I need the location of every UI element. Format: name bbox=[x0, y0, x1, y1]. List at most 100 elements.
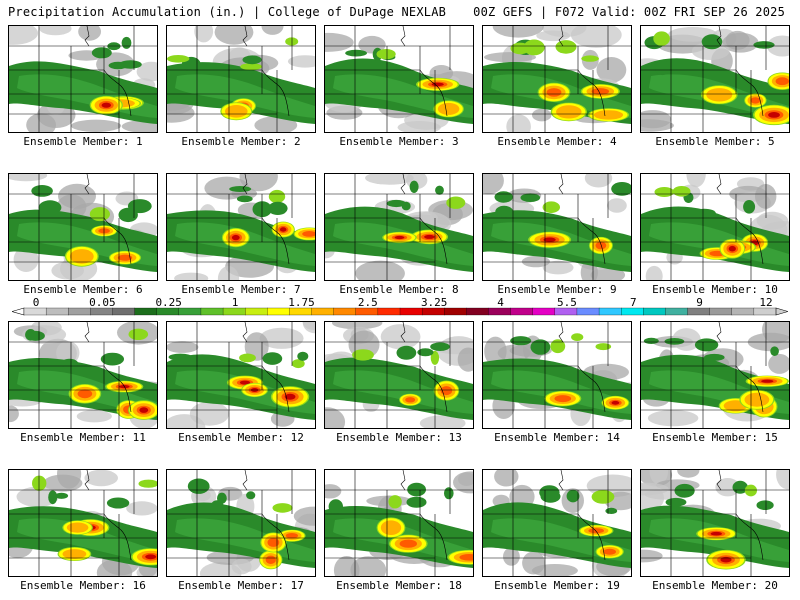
colorbar-swatch bbox=[576, 307, 600, 316]
ensemble-panel bbox=[166, 469, 316, 577]
member-label: Ensemble Member: 5 bbox=[655, 135, 775, 148]
colorbar-swatch bbox=[245, 307, 268, 316]
colorbar-swatch bbox=[488, 307, 512, 316]
colorbar-tick-label: 0.05 bbox=[89, 298, 116, 309]
colorbar-swatch bbox=[444, 307, 467, 316]
colorbar-swatch bbox=[687, 307, 711, 316]
ensemble-panel bbox=[640, 25, 790, 133]
member-label: Ensemble Member: 6 bbox=[23, 283, 143, 296]
ensemble-panel bbox=[166, 25, 316, 133]
colorbar-swatch bbox=[598, 307, 622, 316]
ensemble-panel bbox=[482, 25, 632, 133]
colorbar-swatch bbox=[665, 307, 688, 316]
colorbar-swatch bbox=[200, 307, 224, 316]
member-label: Ensemble Member: 7 bbox=[181, 283, 301, 296]
colorbar-swatch bbox=[68, 307, 91, 316]
ensemble-panel bbox=[640, 173, 790, 281]
colorbar-swatch bbox=[222, 307, 246, 316]
colorbar-tick-label: 5.5 bbox=[557, 298, 577, 309]
colorbar-tick-label: 3.25 bbox=[421, 298, 448, 309]
member-label: Ensemble Member: 12 bbox=[178, 431, 304, 444]
colorbar-swatch bbox=[643, 307, 666, 316]
ensemble-panel bbox=[166, 321, 316, 429]
member-label: Ensemble Member: 9 bbox=[497, 283, 617, 296]
member-map bbox=[167, 26, 315, 132]
colorbar-tick-label: 4 bbox=[497, 298, 504, 309]
member-map bbox=[167, 322, 315, 428]
ensemble-panel bbox=[166, 173, 316, 281]
colorbar-max-arrow bbox=[775, 307, 788, 316]
member-label: Ensemble Member: 18 bbox=[336, 579, 462, 592]
member-map bbox=[641, 322, 789, 428]
colorbar-tick-label: 1 bbox=[232, 298, 239, 309]
member-map bbox=[325, 470, 473, 576]
colorbar-swatch bbox=[753, 307, 777, 316]
colorbar-swatch bbox=[156, 307, 180, 316]
member-map bbox=[325, 26, 473, 132]
member-map bbox=[9, 470, 157, 576]
colorbar-swatch bbox=[532, 307, 556, 316]
colorbar-tick-label: 0.25 bbox=[155, 298, 182, 309]
ensemble-panel bbox=[8, 173, 158, 281]
member-label: Ensemble Member: 14 bbox=[494, 431, 620, 444]
colorbar-swatch bbox=[23, 307, 47, 316]
colorbar-swatch bbox=[289, 307, 312, 316]
colorbar-swatch bbox=[466, 307, 489, 316]
colorbar-swatch bbox=[731, 307, 755, 316]
member-map bbox=[325, 174, 473, 280]
member-label: Ensemble Member: 11 bbox=[20, 431, 146, 444]
member-map bbox=[9, 174, 157, 280]
member-map bbox=[483, 26, 631, 132]
ensemble-panel bbox=[482, 469, 632, 577]
colorbar-min-arrow bbox=[12, 307, 25, 316]
ensemble-panel bbox=[324, 469, 474, 577]
member-map bbox=[483, 322, 631, 428]
ensemble-panel bbox=[482, 321, 632, 429]
colorbar-swatch bbox=[112, 307, 136, 316]
colorbar-tick-label: 1.75 bbox=[288, 298, 315, 309]
ensemble-panel bbox=[482, 173, 632, 281]
colorbar-swatch bbox=[134, 307, 158, 316]
colorbar-swatch bbox=[510, 307, 534, 316]
ensemble-panel bbox=[8, 469, 158, 577]
member-label: Ensemble Member: 10 bbox=[652, 283, 778, 296]
colorbar-swatch bbox=[90, 307, 113, 316]
member-map bbox=[483, 470, 631, 576]
member-label: Ensemble Member: 19 bbox=[494, 579, 620, 592]
member-label: Ensemble Member: 4 bbox=[497, 135, 617, 148]
colorbar-swatch bbox=[421, 307, 445, 316]
member-map bbox=[641, 470, 789, 576]
colorbar-tick-label: 9 bbox=[696, 298, 703, 309]
member-map bbox=[325, 322, 473, 428]
run-info: 00Z GEFS | F072 Valid: 00Z FRI SEP 26 20… bbox=[473, 5, 785, 19]
member-label: Ensemble Member: 15 bbox=[652, 431, 778, 444]
member-label: Ensemble Member: 1 bbox=[23, 135, 143, 148]
colorbar-legend: 0 0.05 0.25 1 1.75 2.5 3.25 4 5.5 7 9 12 bbox=[12, 298, 788, 318]
member-map bbox=[641, 26, 789, 132]
colorbar-swatch bbox=[178, 307, 202, 316]
colorbar-tick-label: 7 bbox=[630, 298, 637, 309]
ensemble-panel bbox=[640, 321, 790, 429]
member-map bbox=[167, 470, 315, 576]
colorbar-tick-label: 2.5 bbox=[358, 298, 378, 309]
member-map bbox=[641, 174, 789, 280]
member-label: Ensemble Member: 17 bbox=[178, 579, 304, 592]
ensemble-panel bbox=[324, 25, 474, 133]
ensemble-panel bbox=[640, 469, 790, 577]
colorbar-swatch bbox=[554, 307, 578, 316]
member-label: Ensemble Member: 16 bbox=[20, 579, 146, 592]
member-label: Ensemble Member: 2 bbox=[181, 135, 301, 148]
ensemble-panel bbox=[8, 25, 158, 133]
ensemble-panel bbox=[8, 321, 158, 429]
colorbar-swatch bbox=[355, 307, 379, 316]
colorbar-swatch bbox=[311, 307, 335, 316]
chart-title: Precipitation Accumulation (in.) | Colle… bbox=[8, 5, 447, 19]
member-map bbox=[167, 174, 315, 280]
colorbar-swatch bbox=[267, 307, 290, 316]
member-map bbox=[9, 26, 157, 132]
member-label: Ensemble Member: 3 bbox=[339, 135, 459, 148]
colorbar-swatch bbox=[621, 307, 644, 316]
member-label: Ensemble Member: 13 bbox=[336, 431, 462, 444]
colorbar-swatch bbox=[399, 307, 423, 316]
member-map bbox=[9, 322, 157, 428]
